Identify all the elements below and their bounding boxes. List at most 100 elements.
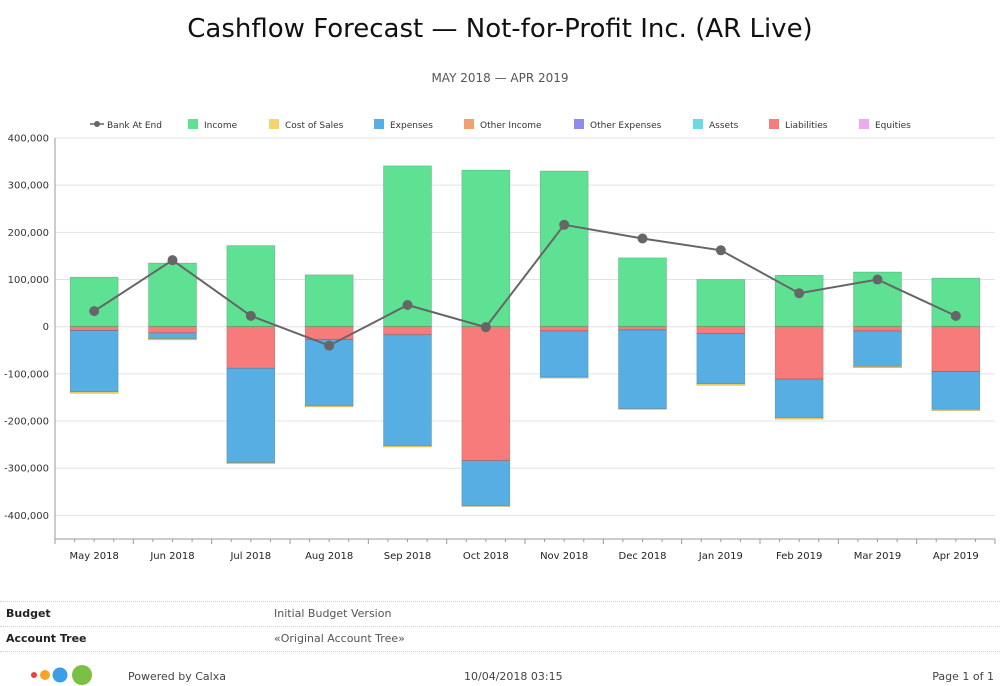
bank-at-end-polyline	[93, 223, 957, 347]
bar-cost-of-sales-sep-2018	[383, 445, 432, 448]
bar-liabilities-dec-2018	[618, 326, 667, 331]
bar-liabilities-nov-2018	[539, 326, 589, 332]
y-tick-label: -100,000	[4, 369, 49, 380]
bank-at-end-point	[89, 306, 100, 317]
x-tick-label: May 2018	[70, 551, 119, 562]
y-tick-label: 100,000	[8, 275, 49, 286]
bar-income-jan-2019	[696, 279, 746, 328]
bar-income-sep-2018	[383, 165, 432, 328]
bar-expenses-oct-2018	[461, 460, 511, 506]
bar-cost-of-sales-jun-2018	[148, 338, 197, 341]
bar-liabilities-jan-2019	[696, 326, 746, 334]
account-tree-label: Account Tree	[6, 632, 87, 645]
x-tick-label: Mar 2019	[854, 551, 902, 562]
timestamp: 10/04/2018 03:15	[464, 670, 563, 683]
chart-axes: May 2018 Jun 2018 Jul 2018 Aug 2018 Sep 2018…	[54, 138, 996, 562]
bar-cost-of-sales-mar-2019	[853, 366, 902, 369]
powered-by-text: Powered by Calxa	[128, 670, 226, 683]
bar-cost-of-sales-aug-2018	[304, 405, 354, 408]
bar-liabilities-apr-2019	[931, 326, 981, 372]
y-tick-label: 200,000	[8, 228, 49, 239]
legend-swatch-cost-of-sales	[269, 119, 279, 129]
legend-swatch-liabilities	[769, 119, 779, 129]
bar-income-may-2018	[69, 276, 119, 328]
x-tick-label: Sep 2018	[384, 551, 431, 562]
bar-income-nov-2018	[539, 170, 589, 328]
report-footer: Powered by Calxa 10/04/2018 03:15 Page 1…	[0, 660, 1000, 686]
chart-legend: Bank At End Income Cost of Sales Expenses Ot…	[90, 119, 911, 131]
bar-liabilities-may-2018	[69, 326, 119, 331]
y-tick-label: 0	[43, 322, 49, 333]
x-tick-label: Apr 2019	[933, 551, 979, 562]
legend-label-other-income: Other Income	[480, 121, 542, 131]
report-subtitle: MAY 2018 — APR 2019	[431, 71, 569, 85]
bar-expenses-feb-2019	[774, 378, 824, 419]
info-row-account-tree: Account Tree «Original Account Tree»	[0, 627, 1000, 651]
x-tick-label: Jul 2018	[229, 551, 271, 562]
x-tick-label: Dec 2018	[619, 551, 667, 562]
legend-swatch-assets	[693, 119, 703, 129]
report-title: Cashflow Forecast — Not-for-Profit Inc. …	[187, 14, 813, 44]
legend-label-equities: Equities	[875, 121, 911, 131]
info-row-budget: Budget Initial Budget Version	[0, 602, 1000, 626]
legend-label-liabilities: Liabilities	[785, 121, 828, 131]
x-tick-label: Nov 2018	[540, 551, 588, 562]
y-tick-label: 400,000	[8, 134, 49, 145]
bar-expenses-jan-2019	[696, 333, 746, 385]
legend-swatch-expenses	[374, 119, 384, 129]
bar-expenses-jun-2018	[148, 332, 197, 339]
logo-dot-3	[52, 667, 68, 683]
y-tick-label: -300,000	[4, 464, 49, 475]
bank-at-end-point	[715, 245, 726, 256]
legend-swatch-equities	[859, 119, 869, 129]
logo-dot-4	[72, 665, 92, 685]
bar-income-oct-2018	[461, 169, 511, 328]
bar-expenses-sep-2018	[383, 334, 432, 446]
logo-dot-1	[31, 672, 37, 678]
x-tick-label: Jan 2019	[698, 551, 743, 562]
legend-label-expenses: Expenses	[390, 121, 433, 131]
bar-expenses-may-2018	[69, 330, 119, 393]
y-tick-label: 300,000	[8, 181, 49, 192]
legend-label-assets: Assets	[709, 121, 739, 131]
bar-liabilities-sep-2018	[383, 326, 432, 336]
x-tick-label: Feb 2019	[776, 551, 822, 562]
bar-liabilities-jun-2018	[148, 326, 197, 334]
budget-label: Budget	[6, 607, 51, 620]
bar-expenses-mar-2019	[853, 330, 902, 367]
calxa-logo	[31, 665, 92, 685]
bank-at-end-point	[559, 219, 570, 230]
bar-liabilities-jul-2018	[226, 326, 276, 369]
bar-income-jun-2018	[148, 262, 197, 328]
bank-at-end-point	[402, 300, 413, 311]
bar-liabilities-oct-2018	[461, 326, 511, 461]
page-number: Page 1 of 1	[932, 670, 994, 683]
legend-label-income: Income	[204, 121, 238, 131]
bar-expenses-nov-2018	[539, 330, 589, 378]
legend-swatch-other-income	[464, 119, 474, 129]
bar-liabilities-mar-2019	[853, 326, 902, 332]
bank-at-end-point	[872, 274, 883, 285]
bar-cost-of-sales-jul-2018	[226, 462, 276, 464]
bar-cost-of-sales-may-2018	[69, 391, 119, 394]
bar-liabilities-feb-2019	[774, 326, 824, 380]
logo-dot-2	[40, 670, 50, 680]
info-divider-top	[0, 601, 1000, 602]
bar-cost-of-sales-jan-2019	[696, 383, 746, 386]
bank-at-end-point	[794, 288, 805, 299]
bar-cost-of-sales-feb-2019	[774, 417, 824, 420]
budget-value: Initial Budget Version	[274, 607, 392, 620]
bank-at-end-point	[167, 255, 178, 266]
bar-cost-of-sales-oct-2018	[461, 505, 511, 507]
x-tick-label: Jun 2018	[149, 551, 194, 562]
y-tick-label: -200,000	[4, 417, 49, 428]
bar-income-dec-2018	[618, 257, 667, 328]
info-divider-middle	[0, 626, 1000, 627]
x-tick-label: Aug 2018	[305, 551, 353, 562]
bank-at-end-line	[89, 219, 961, 351]
chart-bars	[69, 165, 981, 507]
bar-expenses-dec-2018	[618, 329, 667, 410]
legend-label-other-expenses: Other Expenses	[590, 121, 662, 131]
bar-cost-of-sales-apr-2019	[931, 408, 981, 411]
bar-expenses-jul-2018	[226, 367, 276, 463]
